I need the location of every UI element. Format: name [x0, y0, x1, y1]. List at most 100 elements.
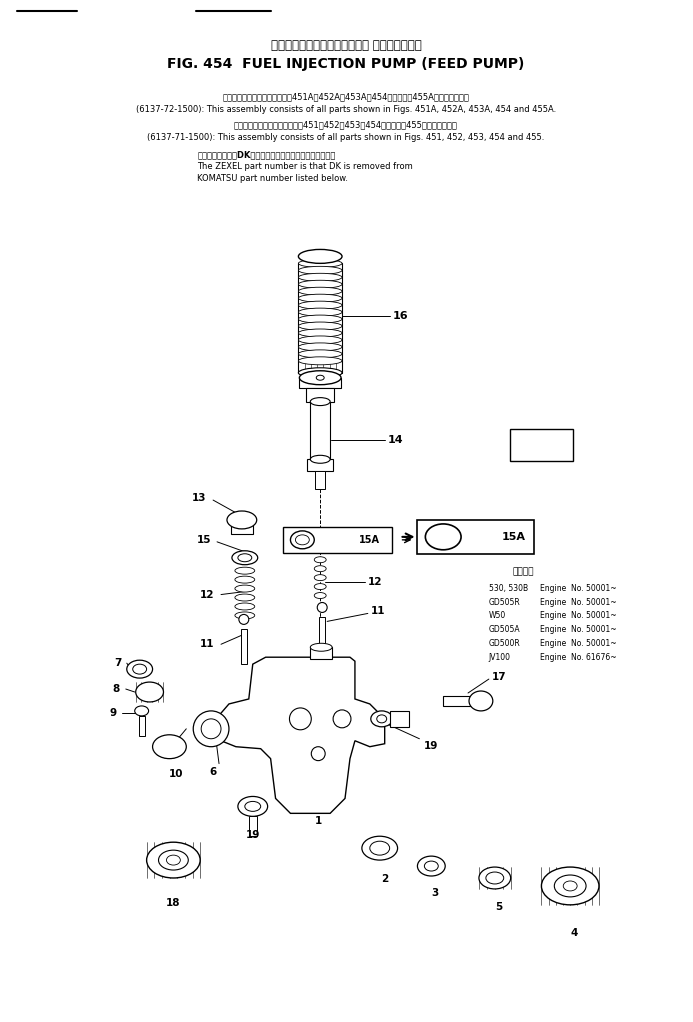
- Text: 15A: 15A: [359, 535, 380, 545]
- Ellipse shape: [370, 841, 389, 855]
- Text: 15: 15: [197, 535, 211, 545]
- Text: 6: 6: [209, 766, 217, 777]
- Ellipse shape: [290, 530, 314, 549]
- Text: 9: 9: [109, 708, 117, 717]
- Text: 12: 12: [200, 590, 214, 600]
- Text: 14: 14: [387, 435, 403, 446]
- Ellipse shape: [314, 566, 326, 571]
- Ellipse shape: [314, 574, 326, 580]
- Ellipse shape: [377, 714, 387, 723]
- Ellipse shape: [299, 343, 342, 351]
- Ellipse shape: [299, 280, 342, 288]
- Ellipse shape: [316, 375, 324, 380]
- Text: 8: 8: [112, 684, 120, 694]
- Text: 7: 7: [114, 658, 122, 668]
- Text: 11: 11: [200, 640, 214, 649]
- Ellipse shape: [136, 682, 164, 702]
- Ellipse shape: [299, 249, 342, 264]
- Bar: [319, 617, 325, 655]
- Ellipse shape: [554, 875, 586, 897]
- Ellipse shape: [299, 260, 342, 268]
- Text: The ZEXEL part number is that DK is removed from: The ZEXEL part number is that DK is remo…: [198, 161, 413, 171]
- Ellipse shape: [417, 856, 445, 876]
- Text: 12: 12: [368, 576, 383, 587]
- Ellipse shape: [299, 357, 342, 365]
- Ellipse shape: [239, 614, 249, 624]
- Ellipse shape: [299, 329, 342, 337]
- Bar: [389, 711, 410, 727]
- Ellipse shape: [310, 456, 330, 463]
- Ellipse shape: [245, 801, 261, 811]
- Ellipse shape: [235, 576, 255, 584]
- Text: W50: W50: [489, 611, 506, 620]
- Bar: [299, 361, 342, 373]
- Ellipse shape: [159, 850, 188, 870]
- Bar: [299, 264, 342, 361]
- Text: 18: 18: [166, 898, 181, 908]
- Ellipse shape: [235, 603, 255, 610]
- Bar: [306, 387, 334, 402]
- Bar: [139, 715, 145, 736]
- Text: 適用車種: 適用車種: [513, 567, 534, 576]
- Ellipse shape: [541, 867, 599, 904]
- Text: 1: 1: [315, 817, 322, 827]
- Ellipse shape: [299, 368, 342, 378]
- Bar: [249, 817, 256, 836]
- Text: 5: 5: [495, 901, 502, 912]
- Text: 19: 19: [423, 741, 438, 751]
- Ellipse shape: [311, 747, 325, 760]
- Text: GD500R: GD500R: [489, 640, 520, 648]
- Bar: [310, 402, 330, 459]
- Ellipse shape: [299, 308, 342, 316]
- Ellipse shape: [238, 554, 252, 562]
- Text: FIG. 454  FUEL INJECTION PUMP (FEED PUMP): FIG. 454 FUEL INJECTION PUMP (FEED PUMP): [167, 57, 525, 72]
- Text: このアセンブリの構成部品は図451、452、453、454図および図455図を含みます。: このアセンブリの構成部品は図451、452、453、454図および図455図を含…: [234, 121, 458, 129]
- Text: Engine  No. 50001~: Engine No. 50001~: [541, 584, 617, 593]
- Ellipse shape: [299, 287, 342, 295]
- Ellipse shape: [362, 836, 398, 861]
- Bar: [231, 520, 253, 533]
- Ellipse shape: [133, 664, 147, 675]
- Ellipse shape: [152, 735, 186, 758]
- Ellipse shape: [232, 551, 258, 565]
- Text: 16: 16: [393, 311, 408, 321]
- Ellipse shape: [469, 691, 493, 711]
- Text: 15A: 15A: [502, 531, 526, 542]
- Bar: [241, 630, 247, 664]
- Text: (6137-71-1500): This assembly consists of all parts shown in Figs. 451, 452, 453: (6137-71-1500): This assembly consists o…: [148, 133, 545, 142]
- Text: 2: 2: [381, 874, 388, 884]
- Text: 13: 13: [192, 493, 206, 503]
- Ellipse shape: [486, 872, 504, 884]
- Text: 3: 3: [432, 888, 439, 898]
- Bar: [417, 520, 534, 554]
- Text: 530, 530B: 530, 530B: [489, 584, 528, 593]
- Text: フェルインジェクションポンプ フィードポンプ: フェルインジェクションポンプ フィードポンプ: [271, 39, 421, 51]
- Ellipse shape: [310, 643, 332, 651]
- Bar: [283, 527, 392, 553]
- Text: Engine  No. 50001~: Engine No. 50001~: [541, 625, 617, 635]
- Ellipse shape: [299, 267, 342, 274]
- Text: 19: 19: [245, 830, 260, 840]
- Ellipse shape: [235, 586, 255, 592]
- Ellipse shape: [299, 301, 342, 309]
- Ellipse shape: [235, 594, 255, 601]
- Text: このアセンブリの構成部品は図451A、452A、453A、454図および図455A図を含みます。: このアセンブリの構成部品は図451A、452A、453A、454図および図455…: [222, 92, 469, 101]
- Ellipse shape: [479, 867, 511, 889]
- Ellipse shape: [166, 855, 180, 865]
- Text: Engine  No. 50001~: Engine No. 50001~: [541, 598, 617, 606]
- Ellipse shape: [201, 718, 221, 739]
- Text: FWD: FWD: [528, 440, 555, 451]
- Text: JV100: JV100: [489, 653, 511, 662]
- Text: 11: 11: [371, 606, 385, 616]
- Ellipse shape: [299, 322, 342, 330]
- Ellipse shape: [314, 584, 326, 590]
- Text: 10: 10: [169, 769, 184, 779]
- Ellipse shape: [299, 273, 342, 281]
- Text: Engine  No. 50001~: Engine No. 50001~: [541, 611, 617, 620]
- Ellipse shape: [290, 708, 311, 730]
- Text: Engine  No. 50001~: Engine No. 50001~: [541, 640, 617, 648]
- Ellipse shape: [317, 603, 327, 612]
- Ellipse shape: [238, 796, 267, 817]
- Ellipse shape: [299, 315, 342, 323]
- Ellipse shape: [227, 511, 256, 529]
